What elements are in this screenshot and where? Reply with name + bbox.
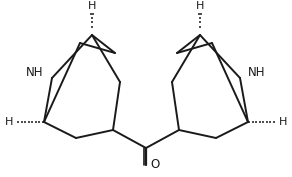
- Text: NH: NH: [248, 65, 266, 79]
- Text: NH: NH: [26, 65, 44, 79]
- Text: H: H: [196, 1, 204, 11]
- Text: O: O: [150, 158, 160, 172]
- Text: H: H: [5, 117, 13, 127]
- Text: H: H: [88, 1, 96, 11]
- Text: H: H: [279, 117, 287, 127]
